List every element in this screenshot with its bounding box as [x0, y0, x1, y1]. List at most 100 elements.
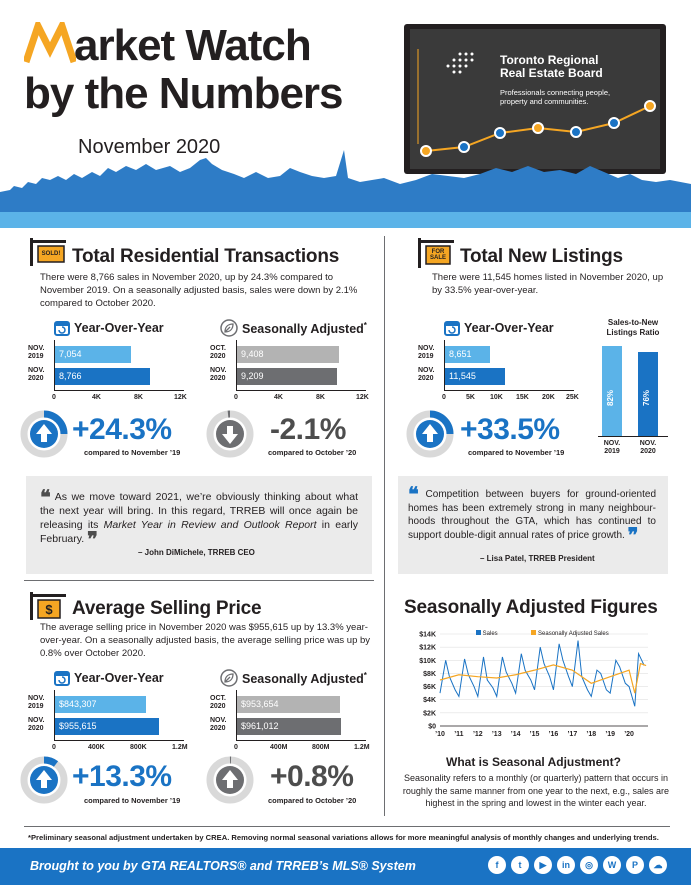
- axis-tick: 400M: [270, 744, 288, 751]
- bar-nov-2020: 8,766: [55, 368, 150, 385]
- pinterest-icon[interactable]: P: [626, 856, 644, 874]
- x-tick-label: ’16: [549, 731, 559, 738]
- axis-tick: 10K: [490, 394, 503, 401]
- series-line-sa-sales: [439, 662, 647, 694]
- axis-tick: 400K: [88, 744, 105, 751]
- row-label: OCT. 2020: [210, 345, 226, 360]
- bar-oct-2020: 9,408: [237, 346, 339, 363]
- x-tick-label: ’18: [586, 731, 596, 738]
- legend-sa: Seasonally Adjusted Sales: [538, 631, 609, 637]
- calendar-icon: [444, 320, 460, 341]
- dollar-sign-icon: $: [30, 592, 68, 625]
- president-quote: ❝ Competition between buyers for ground-…: [398, 476, 668, 574]
- transactions-yoy-chart: NOV. 2019 NOV. 2020 7,054 8,766 0 4K 8K …: [28, 340, 188, 410]
- ceo-quote: ❝ As we move toward 2021, we’re obviousl…: [26, 476, 372, 574]
- ratio-bar-2020: [638, 352, 658, 436]
- for-sale-sign-icon: FOR SALE: [418, 238, 456, 273]
- price-title: Average Selling Price: [72, 598, 262, 619]
- bar-nov-2019: 7,054: [55, 346, 132, 363]
- transactions-sa-caption: compared to October ’20: [268, 448, 357, 457]
- sold-sign-text: SOLD!: [41, 251, 61, 257]
- logo-m: [22, 16, 78, 64]
- sa-figures-title: Seasonally Adjusted Figures: [404, 597, 658, 618]
- bar-nov-2020: 9,209: [237, 368, 337, 385]
- bar-nov-2020: $961,012: [237, 718, 342, 735]
- bar-nov-2020: $955,615: [55, 718, 159, 735]
- legend-sa-swatch: [531, 630, 537, 635]
- x-tick-label: ’20: [624, 731, 634, 738]
- axis-tick: 0: [234, 394, 238, 401]
- quote-author: – John DiMichele, TRREB CEO: [138, 548, 255, 557]
- calendar-icon: [54, 320, 70, 341]
- twitter-icon[interactable]: t: [511, 856, 529, 874]
- sa-chart: $0 $2K $4K $6K $8K $10K $12K $14K ’10 ’11 ’12 ’13 ’1…: [404, 626, 656, 746]
- row-label: NOV. 2020: [418, 367, 435, 382]
- trreb-logo-icon: [446, 52, 480, 81]
- axis-tick: 1.2M: [172, 744, 188, 751]
- ratio-value-2019: 82%: [606, 389, 615, 406]
- price-sa-change: +0.8%: [270, 760, 354, 793]
- axis-tick: 12K: [174, 394, 187, 401]
- axis-tick: 5K: [466, 394, 475, 401]
- row-label: NOV. 2020: [28, 367, 45, 382]
- footer-note: *Preliminary seasonal adjustment underta…: [28, 833, 659, 842]
- facebook-icon[interactable]: f: [488, 856, 506, 874]
- series-line-sales: [439, 640, 645, 707]
- bar-oct-2020: $953,654: [237, 696, 341, 713]
- listings-yoy-title: Year-Over-Year: [464, 321, 554, 335]
- quote-close-icon: ❞: [87, 529, 98, 551]
- down-arrow-icon: [206, 410, 254, 463]
- legend-sales-swatch: [476, 630, 481, 635]
- board-tag-1: Professionals connecting people,: [500, 88, 611, 97]
- instagram-icon[interactable]: ◎: [580, 856, 598, 874]
- axis-tick: 15K: [516, 394, 529, 401]
- sa-chart-svg: $0 $2K $4K $6K $8K $10K $12K $14K ’10 ’11 ’12 ’13 ’1…: [419, 632, 648, 738]
- board-tag-2: property and communities.: [500, 97, 589, 106]
- transactions-sa-chart: OCT. 2020 NOV. 2020 9,408 9,209 0 4K 8K …: [210, 340, 370, 410]
- bar-nov-2020: 11,545: [445, 368, 506, 385]
- what-text: Seasonality refers to a monthly (or quar…: [402, 773, 670, 808]
- x-tick-label: ’13: [492, 731, 502, 738]
- ratio-label-2019: NOV. 2019: [603, 440, 621, 455]
- ratio-chart: 82% 76%: [598, 344, 668, 440]
- price-yoy-caption: compared to November ’19: [84, 796, 181, 805]
- axis-tick: 8K: [316, 394, 325, 401]
- linkedin-icon[interactable]: in: [557, 856, 575, 874]
- report-date: November 2020: [78, 136, 221, 158]
- ratio-title-1: Sales-to-New: [607, 318, 659, 327]
- row-label: NOV. 2019: [28, 345, 45, 360]
- skyline-graphic: [0, 150, 691, 228]
- calendar-icon: [54, 670, 70, 691]
- bar-nov-2019: $843,307: [55, 696, 147, 713]
- transactions-title: Total Residential Transactions: [72, 246, 340, 267]
- title-line2: by the Numbers: [24, 69, 344, 118]
- price-yoy-title: Year-Over-Year: [74, 671, 164, 685]
- axis-tick: 800K: [130, 744, 147, 751]
- footer-bar: [0, 848, 691, 885]
- leaf-icon: [220, 669, 238, 692]
- price-sa-chart: OCT. 2020 NOV. 2020 $953,654 $961,012 0 …: [210, 690, 370, 760]
- leaf-icon: [220, 319, 238, 342]
- axis-tick: 1.2M: [354, 744, 370, 751]
- ratio-title-2: Listings Ratio: [606, 328, 660, 337]
- row-label: NOV. 2020: [210, 367, 227, 382]
- y-tick-label: $0: [428, 724, 436, 731]
- youtube-icon[interactable]: ▶: [534, 856, 552, 874]
- trend-line-graphic: [417, 49, 656, 157]
- axis-tick: 4K: [274, 394, 283, 401]
- row-label: OCT. 2020: [210, 695, 226, 710]
- board-name-1: Toronto Regional: [500, 53, 599, 67]
- y-tick-label: $2K: [423, 710, 436, 717]
- axis-tick: 8K: [134, 394, 143, 401]
- axis-tick: 800M: [312, 744, 330, 751]
- wordpress-icon[interactable]: W: [603, 856, 621, 874]
- axis-tick: 25K: [566, 394, 579, 401]
- price-sa-caption: compared to October ’20: [268, 796, 357, 805]
- cloud-icon[interactable]: ☁: [649, 856, 667, 874]
- price-sa-title: Seasonally Adjusted*: [242, 671, 367, 687]
- legend-sales: Sales: [482, 631, 498, 637]
- quote-author: – Lisa Patel, TRREB President: [480, 554, 595, 563]
- for-sale-sign-text: FOR SALE: [429, 249, 446, 261]
- dollar-sign-text: $: [45, 602, 53, 617]
- y-tick-label: $14K: [419, 632, 436, 639]
